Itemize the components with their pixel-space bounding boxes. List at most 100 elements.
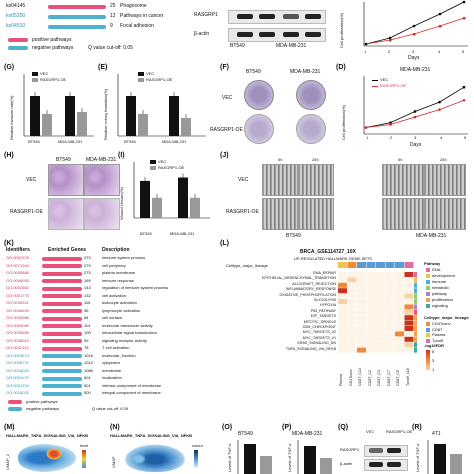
col-label: BT549 (56, 157, 71, 163)
blot-label: β-actin (194, 31, 210, 37)
heatmap-cell (376, 282, 385, 288)
panel-label-m: (M) (4, 424, 15, 431)
x-tick: 4 (438, 49, 441, 54)
heatmap-cell (385, 347, 395, 353)
colorbar-tick: 6 (432, 349, 435, 354)
legend-title: colour (192, 443, 203, 448)
row-label: VEC (238, 177, 249, 183)
heatmap-cell (404, 277, 414, 283)
heatmap-cell (366, 326, 376, 331)
legend-swatch (426, 268, 430, 272)
x-tick: 4 (440, 135, 443, 140)
colorbar (426, 350, 430, 370)
bar-vec (434, 444, 446, 474)
x-tick: MDA-MB-231 (162, 139, 187, 144)
heatmap-row-label: GLYCOLYSIS (313, 298, 336, 302)
colorbar-tick: 1 (432, 367, 435, 372)
row-label: RASGRP1-OE (210, 127, 243, 133)
heatmap-cell (395, 326, 404, 331)
go-description: cytoplasm (102, 360, 121, 365)
go-id: GO:0016021 (6, 390, 29, 395)
heatmap-cell (385, 336, 395, 342)
go-bar (42, 376, 82, 381)
heatmap-cell (357, 347, 366, 353)
pathway-cell (414, 309, 417, 315)
heatmap-cell (404, 282, 414, 288)
y-axis-label: Relative colony formation(%) (103, 88, 108, 140)
heatmap-cell (404, 342, 414, 348)
wound-image (262, 198, 298, 230)
go-bar (42, 301, 82, 306)
panel-p-svg (297, 440, 332, 474)
go-count: 275 (84, 270, 91, 275)
heatmap-col-label: CD8T_C2 (367, 370, 372, 386)
col-label: BT549 (246, 69, 261, 75)
heatmap-cell (376, 299, 385, 304)
go-description: cell surface (102, 315, 123, 320)
panel-label-f: (F) (220, 64, 229, 71)
heatmap-cell (404, 347, 414, 353)
heatmap-cell (357, 315, 366, 321)
heatmap-cell (376, 320, 385, 326)
go-id: GO:0042110 (6, 345, 29, 350)
heatmap-cell (385, 272, 395, 277)
heatmap-row-label: INFLAMMATORY_RESPONSE (285, 287, 336, 292)
panel-label-j: (J) (220, 152, 229, 159)
y-axis-label: Levels of TNF-α (227, 443, 232, 472)
bar-BT549-1 (42, 114, 52, 136)
blot-cell: BT549 (230, 43, 245, 49)
lineage-cell (395, 262, 404, 268)
bar-BT549-0 (126, 96, 136, 136)
heatmap-cell (338, 331, 347, 337)
chart-title: BT549 (238, 431, 253, 437)
chart-title: MDA-MB-231 (400, 67, 431, 73)
heatmap-cell (338, 299, 347, 304)
umap-cluster (132, 454, 146, 464)
heatmap-cell (385, 277, 395, 283)
pathway-id: ko05200 (6, 13, 26, 19)
go-count: 132 (84, 292, 91, 298)
point (389, 123, 392, 126)
legend-oe: RASGRP1-OE (40, 77, 67, 82)
heatmap-row-label: MITOTIC_SPINDLE (303, 319, 336, 324)
go-count: 100 (84, 330, 91, 335)
col-label: VEC (366, 429, 375, 434)
go-description: lymphocyte activation (102, 307, 141, 313)
pathway-count: 9 (110, 23, 113, 29)
bar-MDA-MB-231-0 (178, 177, 188, 218)
heatmap-cell (347, 288, 357, 294)
panel-r-svg (427, 440, 462, 474)
x-tick: 5 (462, 49, 465, 54)
legend-swatch (426, 280, 430, 284)
pathway-count: 12 (110, 13, 116, 19)
go-id: GO:0002376 (6, 255, 29, 260)
blot-rasgrp1 (228, 10, 326, 24)
legend-positive: positive pathways (26, 399, 58, 404)
heatmap-row-label: G2M_CHECKPOINT (302, 325, 336, 329)
x-tick: BT549 (28, 139, 40, 144)
legend-swatch (426, 322, 430, 326)
heatmap-cell (347, 320, 357, 326)
invasion-image (48, 164, 84, 196)
panel-g-svg (23, 74, 94, 137)
heatmap-cell (357, 272, 366, 277)
pathway-id: ko04510 (6, 23, 26, 29)
go-id: GO:0071944 (6, 262, 29, 268)
heatmap-cell (385, 331, 395, 337)
y-axis-label: Wound closure(%) (119, 187, 124, 220)
legend-item: CD4Tconv (432, 321, 451, 326)
legend-vec: VEC (380, 77, 389, 82)
legend-swatch (32, 72, 38, 76)
heatmap-cell (366, 293, 376, 299)
invasion-image (84, 198, 120, 230)
heatmap-cell (366, 342, 376, 348)
go-bar (42, 391, 82, 396)
legend-swatch (426, 286, 430, 290)
heatmap-cell (347, 299, 357, 304)
go-id: GO:0009986 (6, 315, 29, 320)
wound-image (298, 198, 334, 230)
blot-label: RASGRP1 (194, 12, 218, 18)
x-tick: 3 (414, 135, 417, 140)
legend-negative: negative pathways (32, 45, 74, 51)
legend-positive-swatch (8, 400, 22, 404)
